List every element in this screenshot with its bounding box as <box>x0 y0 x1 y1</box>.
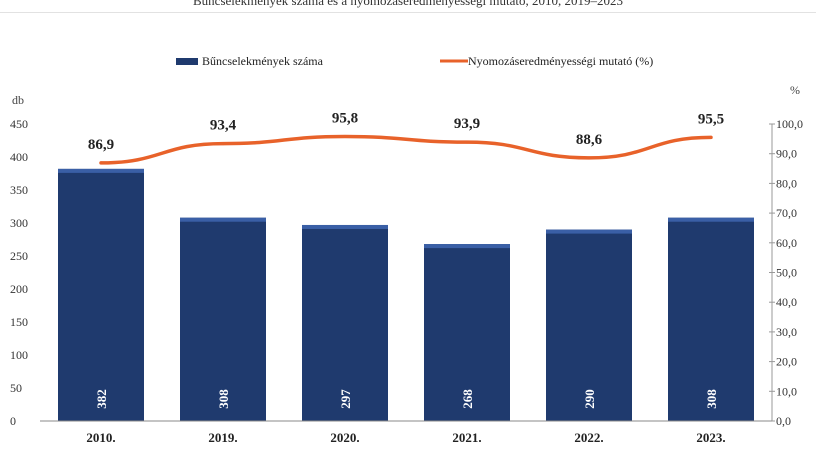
legend-label-bars: Bűncselekmények száma <box>202 54 324 68</box>
left-axis-tick-label: 200 <box>10 282 28 296</box>
left-axis-unit: db <box>12 93 24 107</box>
bar <box>302 224 388 421</box>
right-axis-tick-label: 70,0 <box>776 206 797 220</box>
line-point <box>343 134 347 138</box>
line-data-label: 86,9 <box>88 137 114 153</box>
line-point <box>587 156 591 160</box>
line-data-label: 88,6 <box>576 132 603 148</box>
left-axis-tick-label: 100 <box>10 348 28 362</box>
left-axis-tick-label: 350 <box>10 183 28 197</box>
bar <box>668 217 754 421</box>
line-data-label: 95,8 <box>332 110 358 126</box>
line-series-path <box>99 134 713 165</box>
right-axis-tick-label: 90,0 <box>776 147 797 161</box>
legend-swatch-bars <box>176 58 198 65</box>
bar-data-label: 308 <box>216 389 231 409</box>
bar-data-label: 268 <box>460 389 475 409</box>
x-axis-category-label: 2010. <box>86 430 115 445</box>
chart-title: Bűncselekmények száma és a nyomozáseredm… <box>193 0 623 8</box>
bar-data-label: 297 <box>338 389 353 409</box>
bar-top-highlight <box>302 224 388 229</box>
left-axis-tick-label: 400 <box>10 150 28 164</box>
bar-top-highlight <box>180 217 266 222</box>
right-axis-tick-label: 80,0 <box>776 176 797 190</box>
bar-top-highlight <box>424 244 510 249</box>
bar <box>424 244 510 421</box>
right-axis-tick-label: 10,0 <box>776 384 797 398</box>
left-axis-tick-label: 150 <box>10 315 28 329</box>
bar-data-label: 308 <box>704 389 719 409</box>
right-axis-unit: % <box>790 83 800 97</box>
right-axis-tick-label: 60,0 <box>776 236 797 250</box>
x-axis-category-label: 2019. <box>208 430 237 445</box>
right-axis-tick-label: 100,0 <box>776 117 803 131</box>
legend-label-line: Nyomozáseredményességi mutató (%) <box>468 54 653 68</box>
left-axis-tick-label: 250 <box>10 249 28 263</box>
bar <box>546 229 632 421</box>
left-axis-tick-label: 50 <box>10 381 22 395</box>
left-axis-tick-label: 300 <box>10 216 28 230</box>
bar <box>180 217 266 421</box>
right-axis-tick-label: 20,0 <box>776 355 797 369</box>
left-axis-tick-label: 450 <box>10 117 28 131</box>
bar-top-highlight <box>668 217 754 222</box>
line-point <box>465 140 469 144</box>
x-axis-category-label: 2021. <box>452 430 481 445</box>
x-axis-category-label: 2020. <box>330 430 359 445</box>
line-point <box>99 161 103 165</box>
right-axis-tick-label: 0,0 <box>776 414 791 428</box>
line-data-label: 95,5 <box>698 111 724 127</box>
right-axis-tick-label: 50,0 <box>776 266 797 280</box>
bar <box>58 168 144 421</box>
left-axis-tick-label: 0 <box>10 414 16 428</box>
right-axis-tick-label: 40,0 <box>776 295 797 309</box>
bar-data-label: 382 <box>94 389 109 409</box>
line-data-label: 93,4 <box>210 118 237 134</box>
line-point <box>221 142 225 146</box>
bar-top-highlight <box>546 229 632 234</box>
right-axis-tick-label: 30,0 <box>776 325 797 339</box>
x-axis-category-label: 2023. <box>696 430 725 445</box>
bar-data-label: 290 <box>582 389 597 409</box>
title-divider <box>0 12 816 13</box>
x-axis-category-label: 2022. <box>574 430 603 445</box>
line-point <box>709 135 713 139</box>
line-data-label: 93,9 <box>454 116 480 132</box>
bar-top-highlight <box>58 168 144 173</box>
